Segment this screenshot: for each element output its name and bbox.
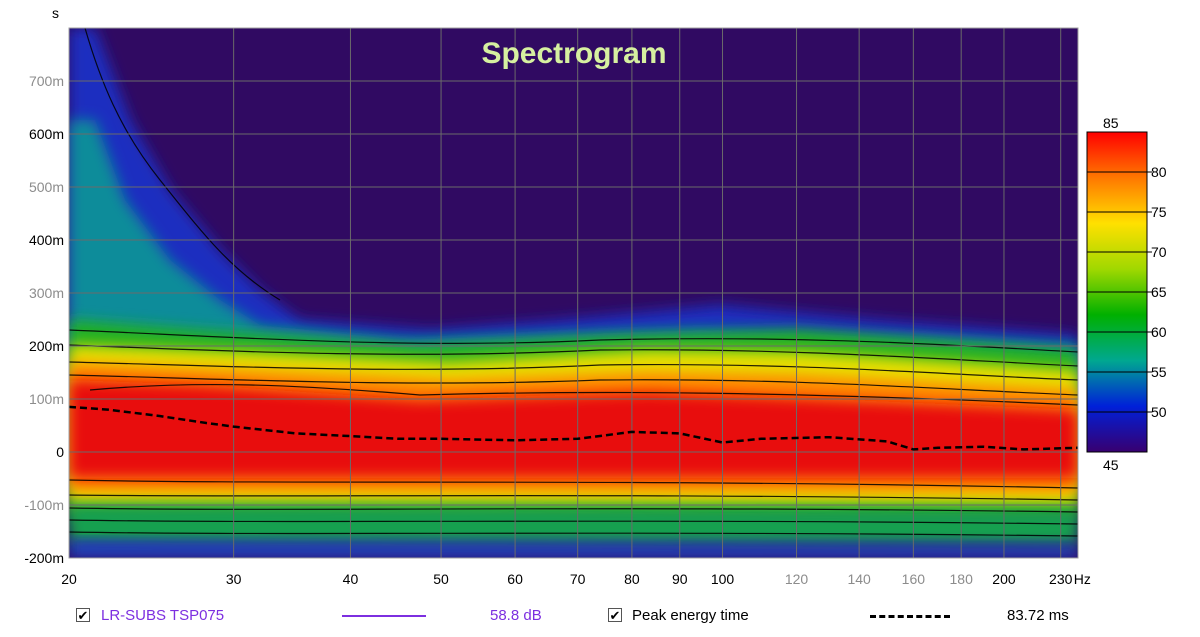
colorbar-tick-label: 65 — [1151, 284, 1167, 300]
y-tick-label: -200m — [24, 550, 64, 566]
x-tick-labels: 20 30 40 50 60 70 80 90 100 120 140 160 180 200 230 Hz — [61, 571, 1091, 587]
x-tick-label: 40 — [343, 571, 359, 587]
x-tick-label: 180 — [950, 571, 974, 587]
x-unit-label: Hz — [1074, 571, 1091, 587]
x-tick-label: 140 — [847, 571, 871, 587]
grid-horizontal — [69, 80, 1078, 506]
colorbar-tick-label: 80 — [1151, 164, 1167, 180]
colorbar-tick-label: 55 — [1151, 364, 1167, 380]
heat-field — [69, 28, 1078, 558]
x-tick-label: 80 — [624, 571, 640, 587]
x-tick-label: 30 — [226, 571, 242, 587]
x-tick-label: 20 — [61, 571, 77, 587]
y-tick-label: 200m — [29, 338, 64, 354]
x-tick-label: 160 — [902, 571, 926, 587]
x-tick-label: 200 — [992, 571, 1016, 587]
y-tick-label: 500m — [29, 179, 64, 195]
x-tick-label: 90 — [672, 571, 688, 587]
y-unit-label: s — [52, 5, 59, 21]
y-tick-label: 300m — [29, 285, 64, 301]
x-tick-label: 230 — [1049, 571, 1073, 587]
colorbar-top-label: 85 — [1103, 115, 1119, 131]
x-tick-label: 70 — [570, 571, 586, 587]
x-tick-label: 60 — [507, 571, 523, 587]
y-tick-label: 600m — [29, 126, 64, 142]
series-label: LR-SUBS TSP075 — [101, 607, 225, 624]
colorbar: 85 45 80 75 70 65 60 55 50 — [1086, 115, 1167, 473]
peak-swatch — [870, 615, 950, 618]
y-tick-label: -100m — [24, 497, 64, 513]
series-value: 58.8 dB — [490, 607, 542, 624]
spectrogram-chart: Spectrogram s 20 30 40 50 60 70 80 90 100 120 140 1… — [24, 5, 1167, 587]
legend: ✔ LR-SUBS TSP075 58.8 dB ✔ Peak energy t… — [0, 604, 1200, 632]
peak-energy-time-curve — [68, 405, 1079, 451]
peak-value: 83.72 ms — [1007, 607, 1069, 624]
colorbar-bottom-label: 45 — [1103, 457, 1119, 473]
x-tick-label: 50 — [433, 571, 449, 587]
peak-label: Peak energy time — [632, 607, 749, 624]
x-tick-label: 120 — [785, 571, 809, 587]
colorbar-tick-label: 70 — [1151, 244, 1167, 260]
colorbar-tick-label: 60 — [1151, 324, 1167, 340]
colorbar-tick-label: 75 — [1151, 204, 1167, 220]
y-tick-label: 0 — [56, 444, 64, 460]
series-swatch — [342, 615, 426, 617]
plot-border — [68, 27, 1079, 559]
chart-title: Spectrogram — [481, 37, 666, 70]
y-tick-label: 400m — [29, 232, 64, 248]
y-tick-label: 700m — [29, 73, 64, 89]
series-checkbox[interactable]: ✔ — [76, 608, 90, 623]
y-tick-label: 100m — [29, 391, 64, 407]
x-tick-label: 100 — [711, 571, 735, 587]
peak-checkbox[interactable]: ✔ — [608, 608, 622, 623]
colorbar-tick-label: 50 — [1151, 404, 1167, 420]
y-tick-labels: 700m 600m 500m 400m 300m 200m 100m 0 -100m -200m — [24, 73, 64, 566]
